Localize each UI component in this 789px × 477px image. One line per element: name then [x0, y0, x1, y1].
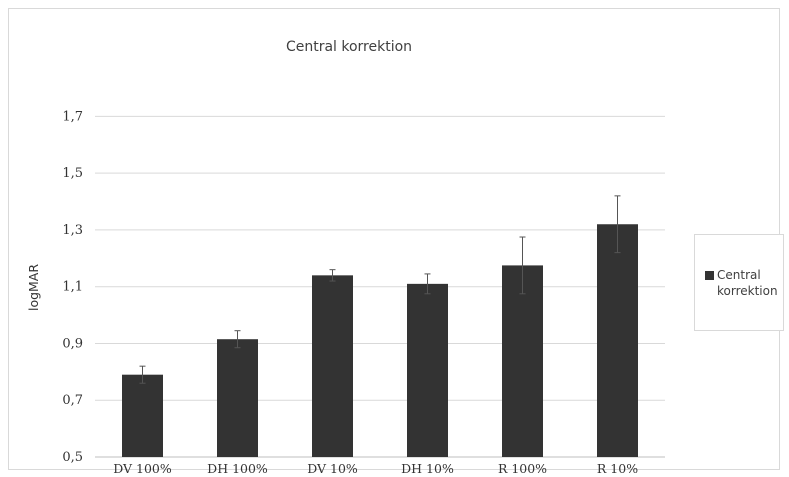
y-tick-label: 1,5 [62, 166, 83, 181]
x-tick-label: DH 100% [207, 461, 268, 476]
x-tick-label: DV 100% [113, 461, 172, 476]
y-axis-label: logMAR [26, 264, 41, 311]
chart-title: Central korrektion [285, 39, 413, 55]
x-tick-label: R 10% [597, 461, 638, 476]
legend-label: Central korrektion [717, 268, 778, 298]
y-tick-label: 1,7 [62, 109, 83, 124]
legend: Central korrektion [694, 234, 784, 331]
bar [312, 275, 353, 457]
bar [597, 224, 638, 457]
y-tick-label: 1,1 [62, 280, 83, 295]
bar [217, 339, 258, 457]
bar [122, 374, 163, 457]
bar [407, 283, 448, 457]
y-tick-label: 0,9 [62, 336, 83, 351]
legend-swatch [705, 271, 714, 280]
y-tick-label: 0,5 [62, 450, 83, 465]
y-tick-label: 1,3 [62, 223, 83, 238]
x-tick-label: DH 10% [401, 461, 454, 476]
x-tick-label: DV 10% [307, 461, 358, 476]
x-tick-label: R 100% [498, 461, 547, 476]
bar [502, 265, 543, 457]
y-tick-label: 0,7 [62, 393, 83, 408]
